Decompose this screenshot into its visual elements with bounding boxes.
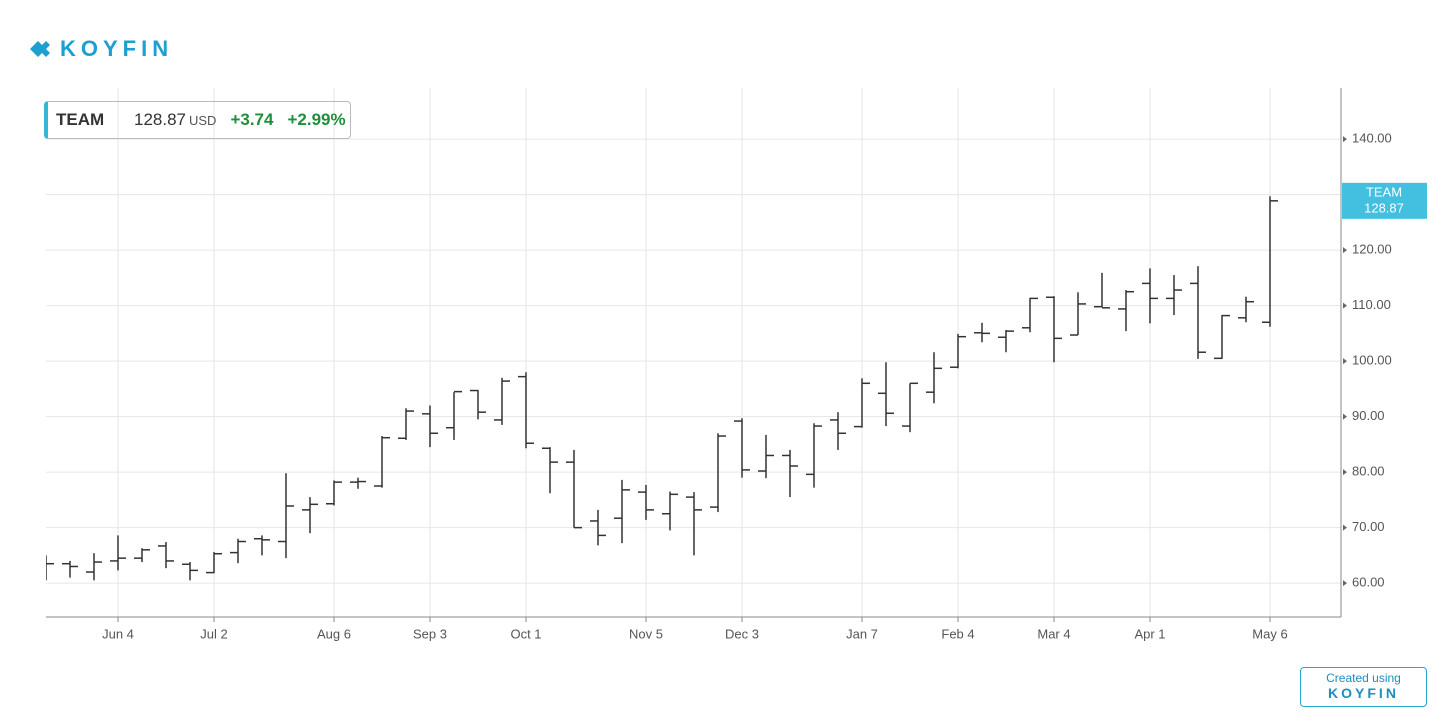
quote-header: TEAM 128.87 USD +3.74 +2.99% [44,101,351,139]
y-tick-mark [1343,136,1347,143]
y-tick-label: 100.00 [1352,353,1392,368]
price-tag-value: 128.87 [1364,200,1404,215]
ticker: TEAM [56,110,105,129]
currency: USD [189,112,217,128]
y-tick-label: 90.00 [1352,408,1385,423]
y-tick-mark [1343,302,1347,309]
x-tick-label: Feb 4 [941,626,974,641]
x-tick-label: Jan 7 [846,626,878,641]
y-tick-mark [1343,469,1347,476]
y-tick-mark [1343,580,1347,587]
x-tick-label: Oct 1 [510,626,541,641]
x-tick-label: Mar 4 [1037,626,1070,641]
y-tick-label: 60.00 [1352,575,1385,590]
x-tick-label: Nov 5 [629,626,663,641]
bars [46,196,1278,581]
y-tick-label: 70.00 [1352,519,1385,534]
y-tick-label: 120.00 [1352,242,1392,257]
y-tick-mark [1343,524,1347,531]
x-tick-label: May 6 [1252,626,1287,641]
y-tick-mark [1343,413,1347,420]
y-tick-label: 140.00 [1352,131,1392,146]
footer-brand: KOYFIN [1328,685,1399,701]
y-tick-mark [1343,247,1347,254]
x-tick-label: Dec 3 [725,626,759,641]
footer-badge: Created using KOYFIN [1300,667,1427,707]
change-pct: +2.99% [287,110,346,129]
price-tag-ticker: TEAM [1366,184,1402,199]
x-tick-label: Jun 4 [102,626,134,641]
grid: 60.0070.0080.0090.00100.00110.00120.0013… [46,88,1392,641]
y-tick-label: 110.00 [1352,297,1391,312]
price: 128.87 [134,110,186,129]
x-tick-label: Sep 3 [413,626,447,641]
logo-icon [30,41,50,57]
y-tick-label: 80.00 [1352,464,1385,479]
price-tag-box [1342,182,1427,219]
x-tick-label: Apr 1 [1134,626,1165,641]
brand: KOYFIN [60,36,173,61]
y-tick-mark [1343,358,1347,365]
x-tick-label: Jul 2 [200,626,227,641]
footer-caption: Created using [1326,671,1401,685]
x-tick-label: Aug 6 [317,626,351,641]
change: +3.74 [230,110,274,129]
